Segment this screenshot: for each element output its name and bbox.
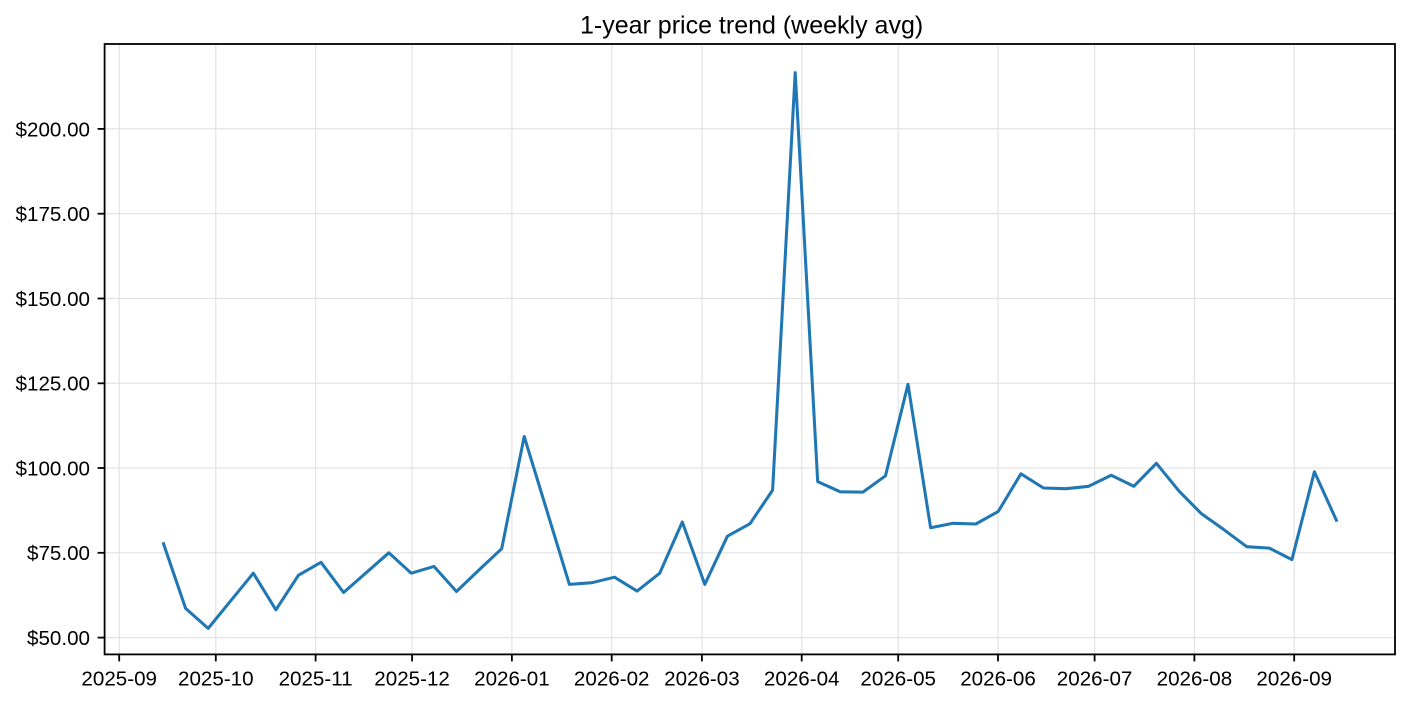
svg-text:2026-01: 2026-01 xyxy=(474,668,550,691)
svg-text:2025-12: 2025-12 xyxy=(374,668,450,691)
svg-text:$100.00: $100.00 xyxy=(16,457,90,480)
svg-text:$200.00: $200.00 xyxy=(16,118,90,141)
svg-text:2026-07: 2026-07 xyxy=(1057,668,1133,691)
svg-text:$125.00: $125.00 xyxy=(16,373,90,396)
svg-text:1-year price trend (weekly avg: 1-year price trend (weekly avg) xyxy=(580,11,923,39)
svg-text:$175.00: $175.00 xyxy=(16,203,90,226)
svg-text:2025-11: 2025-11 xyxy=(279,668,353,691)
svg-text:2026-03: 2026-03 xyxy=(664,668,740,691)
svg-text:2026-05: 2026-05 xyxy=(860,668,936,691)
svg-text:$50.00: $50.00 xyxy=(27,627,90,650)
svg-text:2026-06: 2026-06 xyxy=(960,668,1036,691)
svg-text:2026-04: 2026-04 xyxy=(764,668,840,691)
svg-text:2026-02: 2026-02 xyxy=(574,668,650,691)
svg-text:2026-08: 2026-08 xyxy=(1157,668,1233,691)
svg-text:$75.00: $75.00 xyxy=(27,542,90,565)
svg-text:$150.00: $150.00 xyxy=(16,288,90,311)
svg-text:2025-10: 2025-10 xyxy=(178,668,254,691)
svg-text:2026-09: 2026-09 xyxy=(1256,668,1332,691)
svg-text:2025-09: 2025-09 xyxy=(81,668,157,691)
